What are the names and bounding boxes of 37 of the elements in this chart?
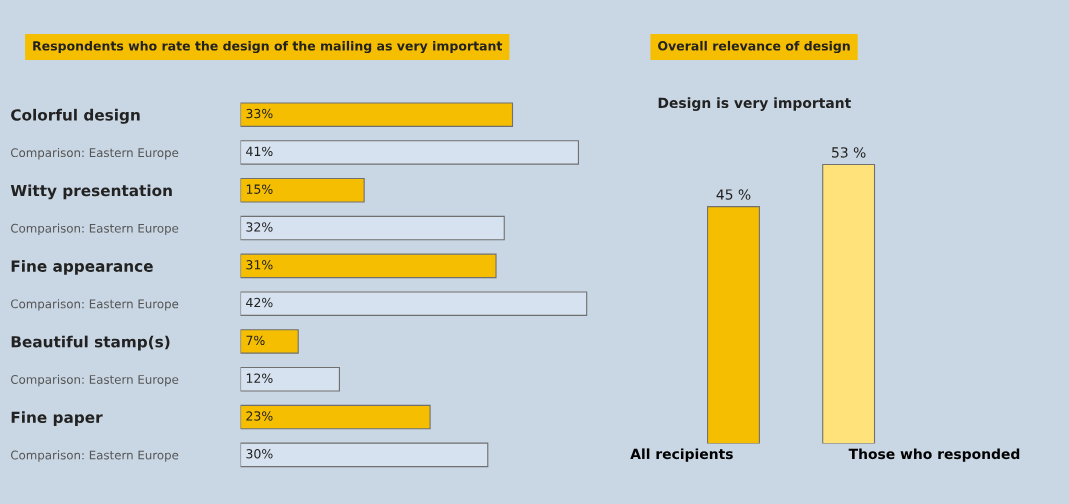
y-tick-label: Comparison: Eastern Europe [10, 223, 179, 235]
bar [240, 253, 497, 279]
x-tick-label: All recipients [630, 448, 733, 462]
y-tick-label: Comparison: Eastern Europe [10, 299, 179, 311]
y-tick-label: Comparison: Eastern Europe [10, 147, 179, 160]
chart-title: Overall relevance of design [658, 40, 850, 54]
data-label: 12% [246, 373, 273, 383]
data-label: 33% [246, 108, 273, 119]
data-label: 7% [246, 335, 265, 346]
y-tick-label: Comparison: Eastern Europe [10, 374, 179, 387]
y-tick-label: Comparison: Eastern Europe [10, 450, 179, 462]
bar [240, 102, 514, 127]
data-label: 23% [246, 411, 273, 421]
bar [240, 140, 579, 165]
y-tick-label: Beautiful stamp(s) [11, 335, 170, 351]
data-label: 32% [246, 222, 273, 232]
data-label: 15% [246, 184, 273, 194]
y-tick-label: Fine paper [11, 411, 103, 427]
chart-title: Respondents who rate the design of the mailing as very important [33, 40, 503, 54]
text: Design is very important [658, 97, 851, 111]
data-label: 31% [246, 260, 273, 270]
y-tick-label: Fine appearance [11, 260, 153, 275]
bar [240, 442, 489, 468]
y-tick-label: Colorful design [11, 108, 140, 124]
bar [240, 215, 505, 241]
data-label: 45 % [716, 189, 751, 200]
x-tick-label: Those who responded [848, 448, 1020, 462]
bar [240, 177, 365, 203]
data-label: 53 % [832, 147, 866, 158]
bar [240, 366, 340, 392]
data-label: 41% [246, 146, 273, 157]
y-tick-label: Witty presentation [10, 184, 172, 200]
bar [240, 329, 299, 354]
bar [240, 404, 431, 430]
data-label: 30% [246, 449, 273, 459]
data-label: 42% [246, 297, 273, 308]
bar [240, 291, 588, 316]
